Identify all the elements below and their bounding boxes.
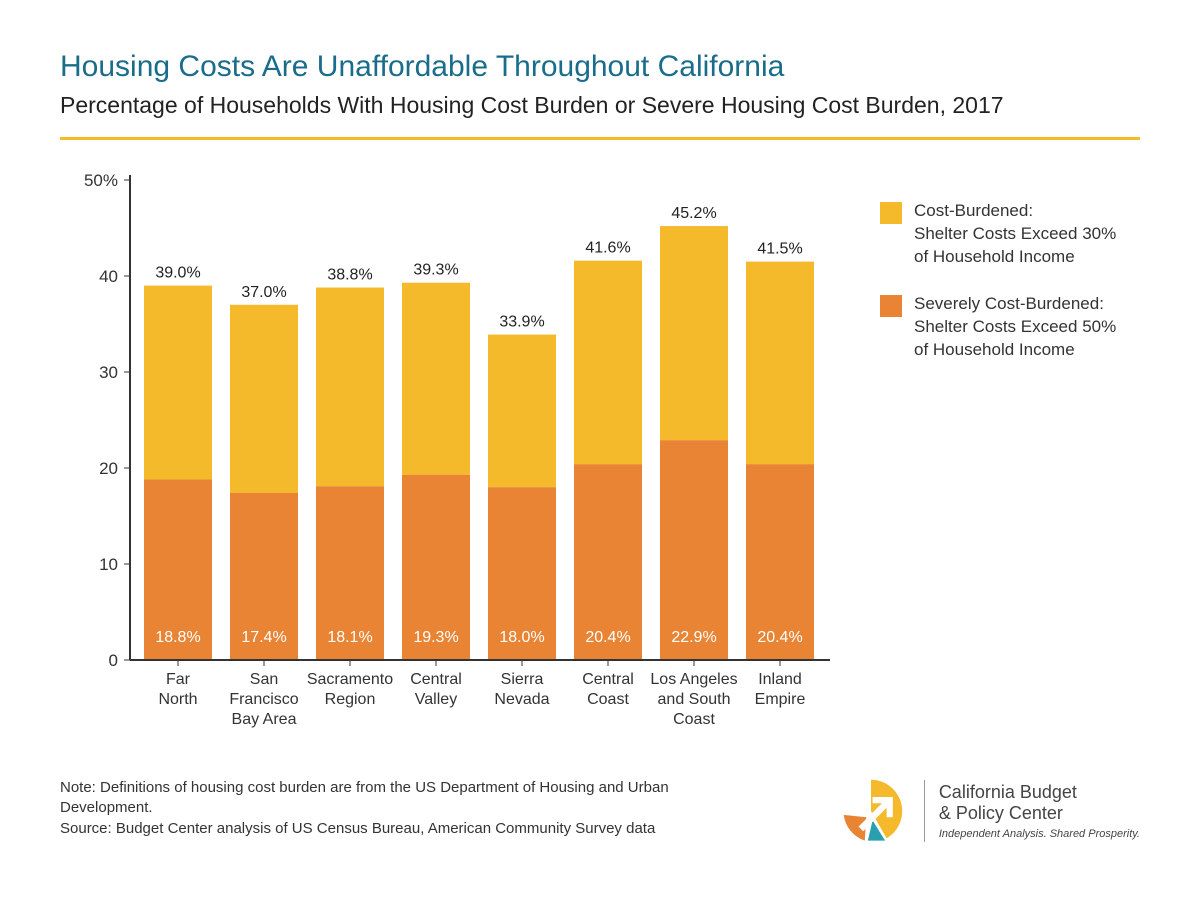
category-label: Central	[582, 671, 634, 688]
category-label: Coast	[673, 711, 715, 728]
bar-severe-label: 18.0%	[499, 629, 544, 646]
category-label: San	[250, 671, 278, 688]
category-label: Central	[410, 671, 462, 688]
bar-burden	[746, 262, 814, 465]
bar-total-label: 39.0%	[155, 265, 200, 282]
bar-total-label: 41.5%	[757, 241, 802, 258]
bar-severe-label: 22.9%	[671, 629, 716, 646]
org-name-l2: & Policy Center	[939, 803, 1140, 824]
category-label: Nevada	[494, 691, 549, 708]
svg-text:10: 10	[99, 555, 118, 574]
category-label: Region	[325, 691, 376, 708]
bar-total-label: 41.6%	[585, 240, 630, 257]
bar-burden	[660, 226, 728, 440]
category-label: Bay Area	[232, 711, 297, 728]
bar-severe-label: 20.4%	[757, 629, 802, 646]
note-text: Note: Definitions of housing cost burden…	[60, 778, 700, 819]
legend-swatch	[880, 295, 902, 317]
bar-severe-label: 18.8%	[155, 629, 200, 646]
svg-text:50%: 50%	[84, 171, 118, 190]
category-label: Francisco	[229, 691, 298, 708]
bar-total-label: 38.8%	[327, 267, 372, 284]
chart-area: 0 10 20 30 40 50% 39.0% 18.8% Far North 37.0% 17.4%…	[60, 170, 1140, 760]
category-label: Los Angeles	[650, 671, 737, 688]
svg-text:0: 0	[109, 651, 118, 670]
legend-swatch	[880, 202, 902, 224]
svg-text:30: 30	[99, 363, 118, 382]
org-tagline: Independent Analysis. Shared Prosperity.	[939, 828, 1140, 840]
svg-text:20: 20	[99, 459, 118, 478]
legend-label: Severely Cost-Burdened:Shelter Costs Exc…	[914, 293, 1116, 362]
org-logo-block: California Budget & Policy Center Indepe…	[832, 772, 1140, 850]
bar-severe	[660, 440, 728, 660]
bar-burden	[574, 261, 642, 465]
footnotes: Note: Definitions of housing cost burden…	[60, 778, 700, 839]
bar-severe-label: 18.1%	[327, 629, 372, 646]
legend-label: Cost-Burdened:Shelter Costs Exceed 30%of…	[914, 200, 1116, 269]
bar-burden	[402, 283, 470, 475]
bar-chart: 0 10 20 30 40 50% 39.0% 18.8% Far North 37.0% 17.4%…	[60, 170, 860, 760]
org-text: California Budget & Policy Center Indepe…	[939, 782, 1140, 839]
logo-divider	[924, 780, 925, 842]
category-label: North	[158, 691, 197, 708]
svg-text:40: 40	[99, 267, 118, 286]
source-text: Source: Budget Center analysis of US Cen…	[60, 819, 700, 839]
chart-subtitle: Percentage of Households With Housing Co…	[60, 92, 1140, 119]
bar-severe-label: 17.4%	[241, 629, 286, 646]
bar-burden	[144, 286, 212, 480]
bar-burden	[316, 288, 384, 487]
legend-item: Severely Cost-Burdened:Shelter Costs Exc…	[880, 293, 1140, 362]
category-label: Valley	[415, 691, 457, 708]
bar-total-label: 33.9%	[499, 314, 544, 331]
bar-total-label: 45.2%	[671, 205, 716, 222]
legend-item: Cost-Burdened:Shelter Costs Exceed 30%of…	[880, 200, 1140, 269]
chart-title: Housing Costs Are Unaffordable Throughou…	[60, 50, 1140, 84]
category-label: Empire	[755, 691, 806, 708]
bar-total-label: 37.0%	[241, 284, 286, 301]
category-label: Sierra	[501, 671, 544, 688]
bar-severe-label: 20.4%	[585, 629, 630, 646]
bar-total-label: 39.3%	[413, 262, 458, 279]
org-logo-icon	[832, 772, 910, 850]
title-divider	[60, 137, 1140, 140]
bar-severe-label: 19.3%	[413, 629, 458, 646]
bar-burden	[230, 305, 298, 493]
bar-burden	[488, 335, 556, 488]
category-label: Far	[166, 671, 191, 688]
org-name-l1: California Budget	[939, 782, 1140, 803]
category-label: Coast	[587, 691, 629, 708]
category-label: Sacramento	[307, 671, 393, 688]
category-label: and South	[658, 691, 731, 708]
legend: Cost-Burdened:Shelter Costs Exceed 30%of…	[880, 170, 1140, 760]
category-label: Inland	[758, 671, 802, 688]
